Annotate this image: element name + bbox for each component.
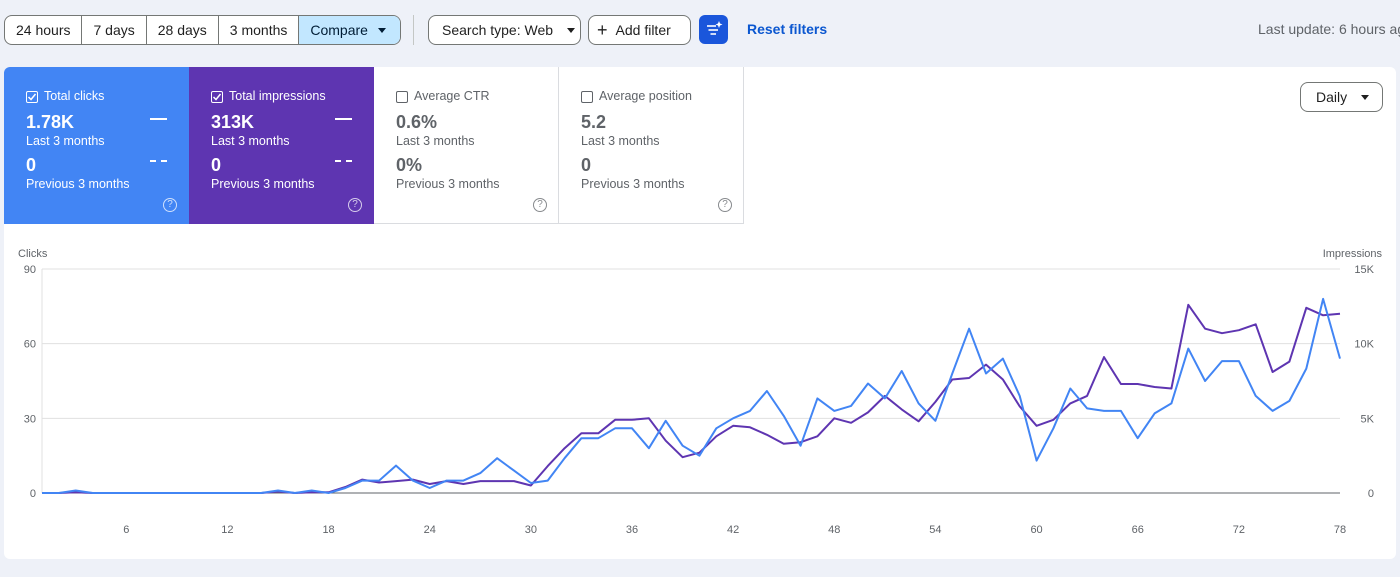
compare-label: Compare [310,22,368,38]
x-tick-label: 72 [1233,524,1245,536]
filter-settings-button[interactable] [699,15,728,44]
dashed-line-legend-icon [150,160,167,162]
metric-value: 313K [211,112,255,132]
series-line-impressions [42,303,1341,494]
y2-tick-label: 15K [1354,264,1374,276]
reset-filters-link[interactable]: Reset filters [747,21,828,37]
checkbox-check-icon [212,93,222,101]
y-axis-title: Clicks [18,248,48,260]
metric-total-impressions[interactable]: Total impressions 313K Last 3 months 0 P… [189,67,374,224]
x-tick-label: 60 [1030,524,1042,536]
metric-value: 0.6% [396,112,438,132]
x-tick-label: 42 [727,524,739,536]
chart-svg: 0 0 30 5K 60 10K 90 15K Clicks Impressions 6 12 18 24… [18,248,1383,536]
metric-value: 5.2 [581,112,607,132]
range-7-days[interactable]: 7 days [82,16,147,44]
help-circle-icon[interactable]: ? [533,198,547,212]
metric-prev-value: 0 [581,155,592,175]
add-filter-label: Add filter [615,22,671,38]
checkbox-check-icon [27,93,37,101]
metric-label: Average position [599,89,692,103]
range-3-months[interactable]: 3 months [219,16,300,44]
metric-prev-period: Previous 3 months [581,177,685,191]
metric-average-position[interactable]: Average position 5.2 Last 3 months 0 Pre… [559,67,744,224]
help-circle-icon[interactable]: ? [348,198,362,212]
date-range-selector: 24 hours 7 days 28 days 3 months Compare [4,15,401,45]
metric-prev-period: Previous 3 months [211,177,315,191]
metric-average-ctr[interactable]: Average CTR 0.6% Last 3 months 0% Previo… [374,67,559,224]
y2-tick-label: 5K [1361,413,1375,425]
metric-label: Total impressions [229,89,326,103]
metric-period: Last 3 months [211,134,290,148]
x-tick-label: 78 [1334,524,1346,536]
compare-dropdown[interactable]: Compare [299,16,400,44]
caret-down-icon [1361,94,1370,100]
x-tick-label: 66 [1132,524,1144,536]
metric-total-clicks[interactable]: Total clicks 1.78K Last 3 months 0 Previ… [4,67,189,224]
granularity-label: Daily [1316,89,1348,105]
last-update-text: Last update: 6 hours ago [1258,21,1400,37]
toolbar-divider [413,15,414,45]
caret-down-icon [567,27,576,33]
caret-down-icon [377,27,386,33]
help-circle-icon[interactable]: ? [163,198,177,212]
metric-label: Total clicks [44,89,105,103]
metric-label: Average CTR [414,89,490,103]
performance-card: Total clicks 1.78K Last 3 months 0 Previ… [4,67,1396,559]
x-tick-label: 12 [221,524,233,536]
granularity-dropdown[interactable]: Daily [1300,82,1383,112]
range-24-hours[interactable]: 24 hours [5,16,83,44]
x-tick-label: 18 [322,524,334,536]
metric-period: Last 3 months [581,134,660,148]
solid-line-legend-icon [335,118,352,120]
help-circle-icon[interactable]: ? [718,198,732,212]
y2-axis-title: Impressions [1323,248,1383,260]
y2-tick-label: 0 [1368,488,1374,500]
metric-prev-period: Previous 3 months [396,177,500,191]
x-tick-label: 36 [626,524,638,536]
metric-period: Last 3 months [26,134,105,148]
performance-chart: 0 0 30 5K 60 10K 90 15K Clicks Impressions 6 12 18 24… [4,237,1396,547]
y2-tick-label: 10K [1354,339,1374,351]
add-filter-button[interactable]: + Add filter [588,15,691,45]
y-tick-label: 30 [24,413,36,425]
search-type-dropdown[interactable]: Search type: Web [428,15,581,45]
y-tick-label: 90 [24,264,36,276]
metric-prev-period: Previous 3 months [26,177,130,191]
checkbox-average-ctr[interactable] [396,91,408,103]
x-tick-label: 54 [929,524,941,536]
metric-prev-value: 0 [26,155,37,175]
metric-prev-value: 0% [396,155,423,175]
metric-period: Last 3 months [396,134,475,148]
x-tick-label: 30 [525,524,537,536]
search-type-label: Search type: Web [442,22,554,38]
metric-value: 1.78K [26,112,75,132]
checkbox-total-impressions[interactable] [211,91,223,103]
y-tick-label: 60 [24,339,36,351]
x-tick-label: 24 [424,524,436,536]
plus-icon: + [597,20,608,40]
filter-sparkle-icon [707,21,723,35]
checkbox-total-clicks[interactable] [26,91,38,103]
solid-line-legend-icon [150,118,167,120]
metric-prev-value: 0 [211,155,222,175]
y-tick-label: 0 [30,488,36,500]
checkbox-average-position[interactable] [581,91,593,103]
x-tick-label: 48 [828,524,840,536]
dashed-line-legend-icon [335,160,352,162]
range-28-days[interactable]: 28 days [147,16,219,44]
series-line-clicks [42,297,1341,494]
toolbar: 24 hours 7 days 28 days 3 months Compare… [0,0,1400,60]
x-tick-label: 6 [123,524,129,536]
